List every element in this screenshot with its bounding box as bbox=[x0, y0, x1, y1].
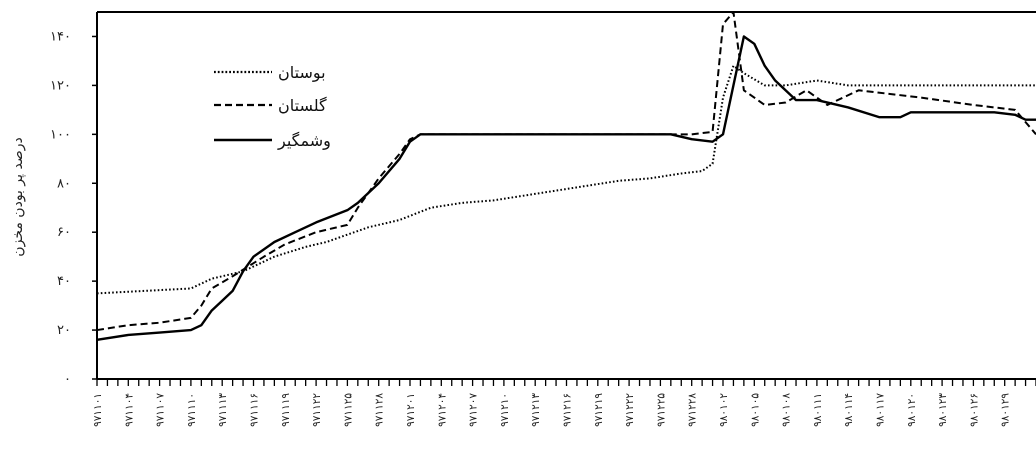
series-line-bustan bbox=[96, 64, 1036, 295]
x-tick-label: ۹۷۱۱۱۳ bbox=[217, 393, 229, 427]
x-tick-label: ۹۸۰۱۰۵ bbox=[749, 393, 761, 427]
y-tick-label: ۰ bbox=[64, 372, 71, 387]
x-tick-label: ۹۷۱۲۱۹ bbox=[593, 393, 605, 427]
legend: بوستان گلستان وشمگیر bbox=[214, 63, 331, 151]
y-tick-label: ۱۴۰ bbox=[50, 29, 71, 44]
y-tick-label: ۱۰۰ bbox=[50, 127, 71, 142]
y-tick-label: ۴۰ bbox=[57, 274, 71, 289]
series-layer bbox=[96, 11, 1036, 342]
series-line-golestan bbox=[96, 11, 1036, 332]
x-tick-label: ۹۸۰۱۰۲ bbox=[718, 393, 730, 427]
x-tick-label: ۹۸۰۱۲۰ bbox=[906, 393, 918, 427]
y-tick-label: ۲۰ bbox=[57, 323, 71, 338]
x-tick-label: ۹۷۱۱۱۰ bbox=[186, 393, 198, 427]
x-tick-label: ۹۷۱۱۰۱ bbox=[92, 393, 104, 427]
legend-label-golestan: گلستان bbox=[278, 96, 327, 115]
series-line-voshmgir bbox=[96, 35, 1036, 342]
x-tick-label: ۹۸۰۱۲۶ bbox=[968, 393, 980, 427]
x-tick-label: ۹۷۱۲۱۰ bbox=[499, 393, 511, 427]
x-tick-label: ۹۷۱۱۰۷ bbox=[155, 393, 167, 427]
y-axis: ۰ ۲۰ ۴۰ ۶۰ ۸۰ ۱۰۰ ۱۲۰ ۱۴۰ bbox=[50, 29, 97, 387]
x-tick-label: ۹۷۱۱۲۲ bbox=[311, 393, 323, 427]
x-tick-label: ۹۷۱۲۰۴ bbox=[436, 393, 448, 427]
plot-frame bbox=[96, 11, 1036, 380]
x-tick-label: ۹۷۱۱۱۹ bbox=[280, 393, 292, 427]
legend-label-voshmgir: وشمگیر bbox=[277, 131, 331, 151]
x-tick-label: ۹۸۰۱۱۱ bbox=[812, 393, 824, 427]
x-tick-label: ۹۷۱۲۰۷ bbox=[468, 393, 480, 427]
y-tick-label: ۶۰ bbox=[57, 225, 71, 240]
x-tick-label: ۹۷۱۲۱۶ bbox=[562, 393, 574, 427]
x-tick-label: ۹۷۱۱۲۵ bbox=[342, 393, 354, 427]
x-tick-label: ۹۸۰۱۲۳ bbox=[937, 393, 949, 427]
x-axis: ۹۷۱۱۰۱ ۹۷۱۱۰۴ ۹۷۱۱۰۷ ۹۷۱۱۱۰ ۹۷۱۱۱۳ ۹۷۱۱۱۶ ۹۷۱۱… bbox=[92, 379, 1036, 427]
x-tick-label: ۹۸۰۱۱۷ bbox=[875, 393, 887, 427]
x-tick-label: ۹۷۱۲۲۲ bbox=[624, 393, 636, 427]
x-tick-label: ۹۸۰۱۲۹ bbox=[1000, 393, 1012, 427]
x-tick-label: ۹۷۱۱۲۸ bbox=[374, 393, 386, 427]
x-tick-label: ۹۸۰۱۰۸ bbox=[781, 393, 793, 427]
x-tick-label: ۹۷۱۲۲۸ bbox=[687, 393, 699, 427]
x-tick-label: ۹۷۱۱۱۶ bbox=[249, 393, 261, 427]
x-tick-label: ۹۷۱۲۱۳ bbox=[530, 393, 542, 427]
legend-label-bustan: بوستان bbox=[278, 63, 326, 83]
y-axis-label: درصد پر بودن مخزن bbox=[10, 137, 26, 256]
x-tick-label: ۹۸۰۱۱۴ bbox=[843, 393, 855, 427]
x-tick-label: ۹۷۱۲۲۵ bbox=[655, 393, 667, 427]
x-tick-label: ۹۷۱۲۰۱ bbox=[405, 393, 417, 427]
y-tick-label: ۱۲۰ bbox=[50, 78, 71, 93]
y-tick-label: ۸۰ bbox=[57, 176, 71, 191]
x-tick-label: ۹۷۱۱۰۴ bbox=[123, 393, 135, 427]
